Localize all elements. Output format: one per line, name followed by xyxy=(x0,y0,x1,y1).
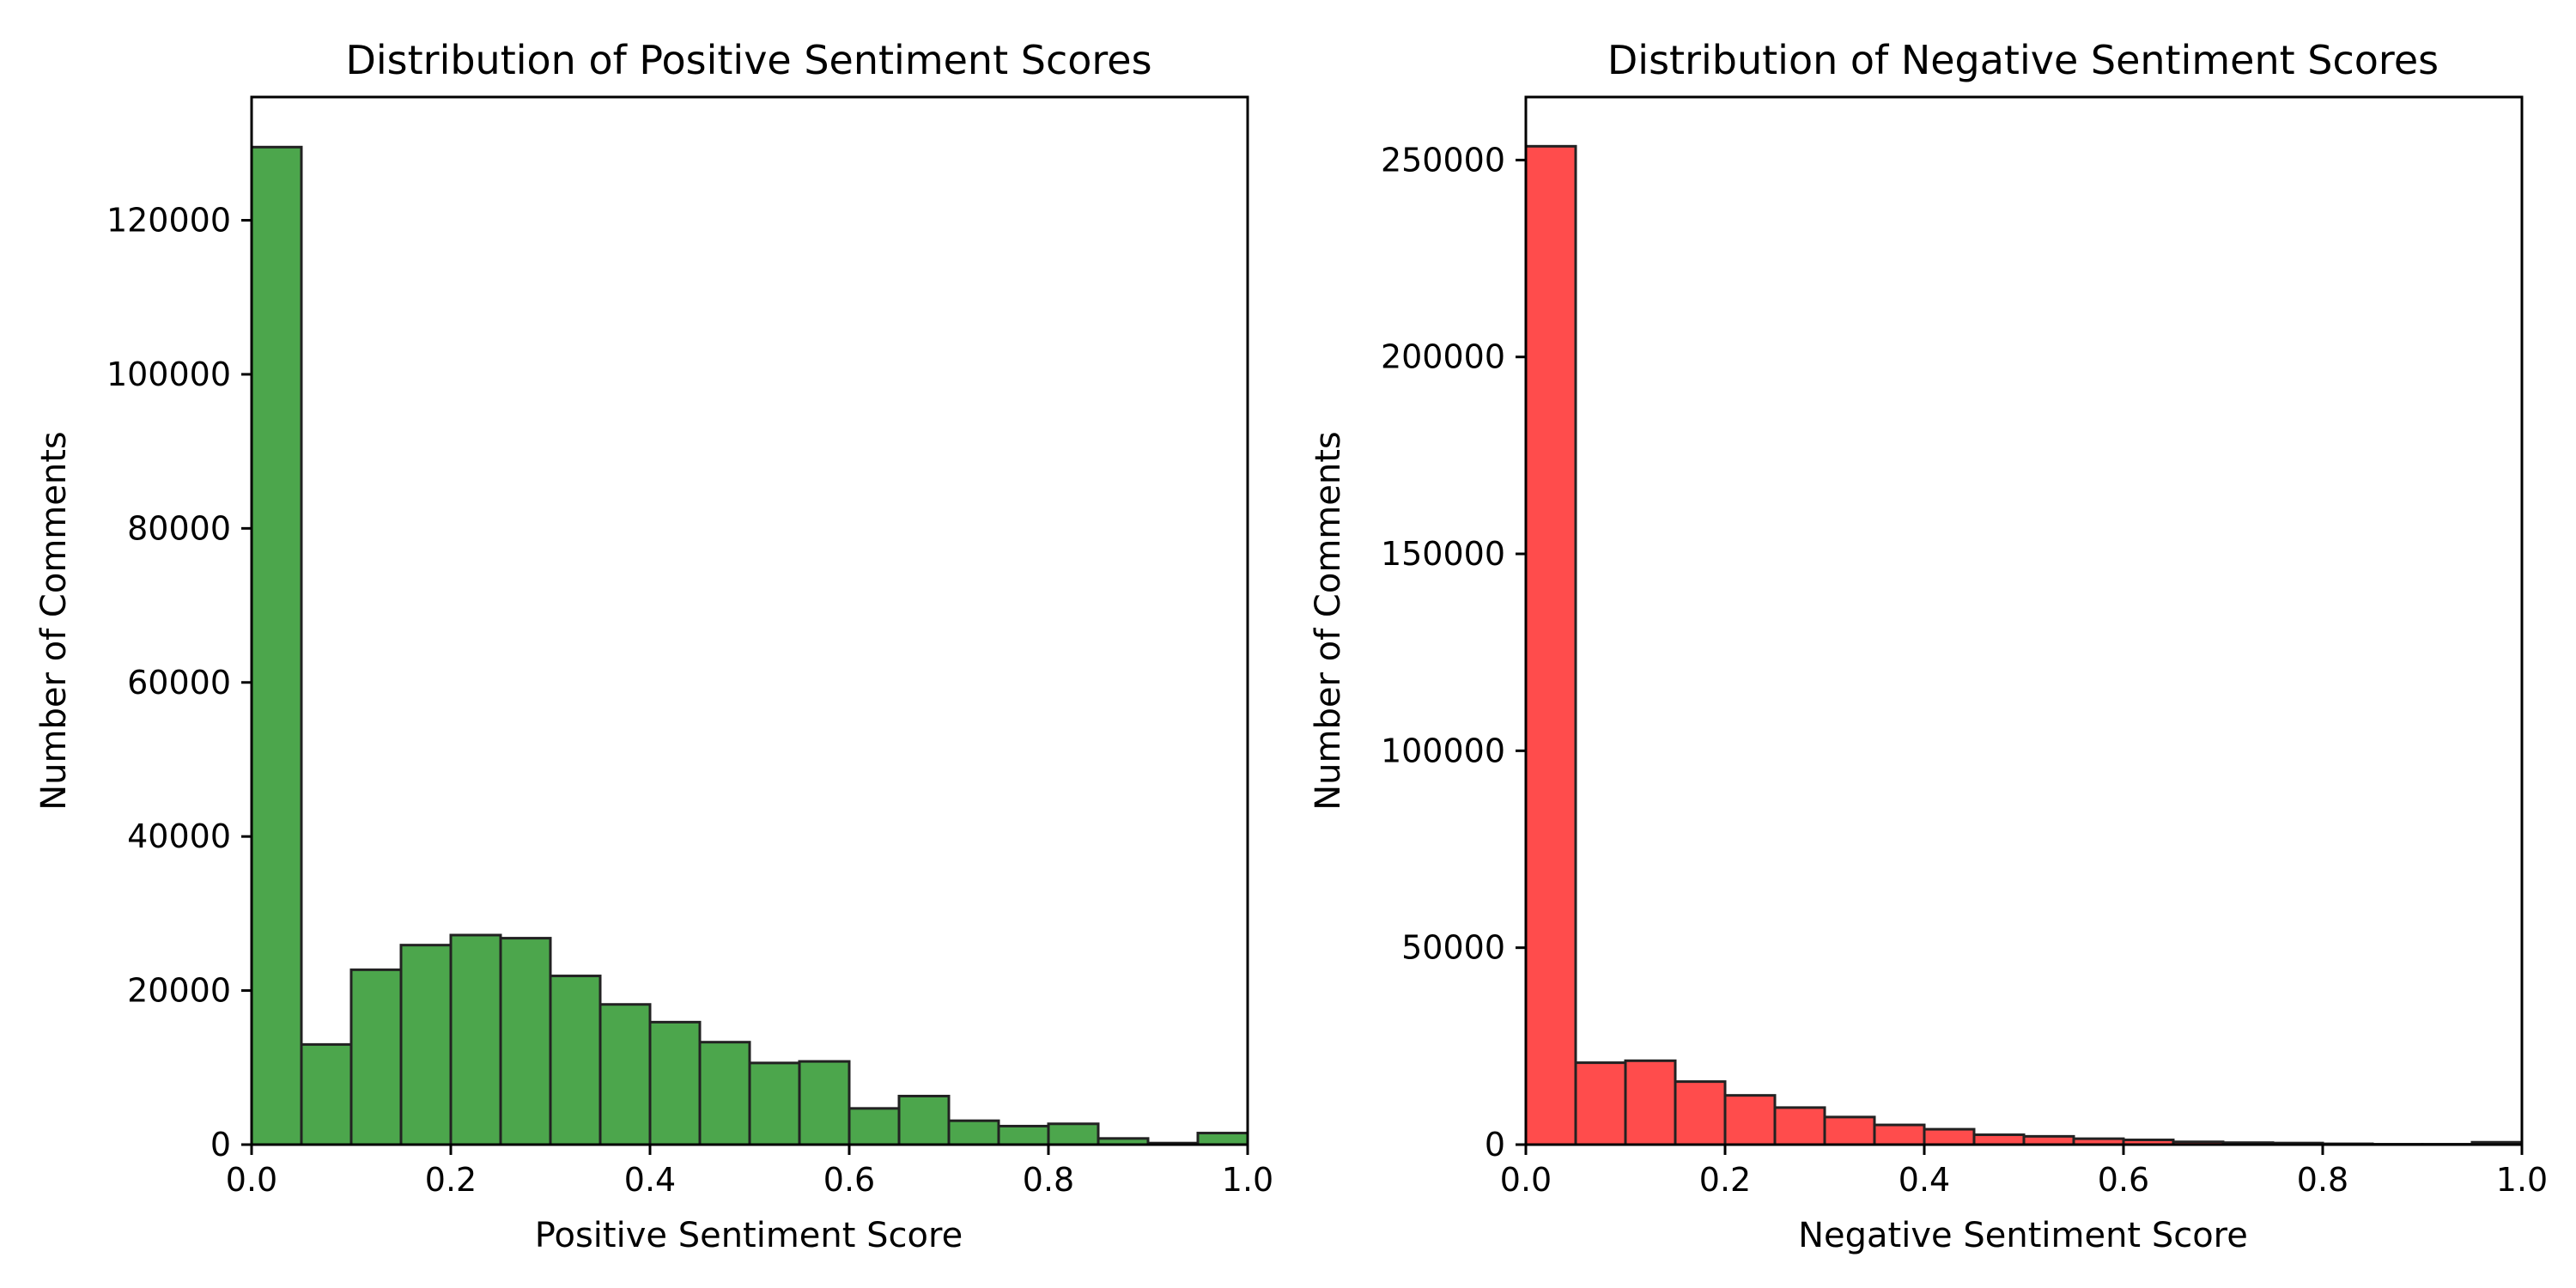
histogram-bar xyxy=(1723,1094,1777,1146)
x-tick-label: 0.6 xyxy=(2098,1161,2149,1199)
histogram-bar xyxy=(399,944,453,1146)
x-tick-label: 0.0 xyxy=(1500,1161,1552,1199)
histogram-bar xyxy=(947,1119,1000,1146)
x-tick-label: 1.0 xyxy=(2496,1161,2548,1199)
histogram-bar xyxy=(1524,144,1577,1146)
histogram-bar xyxy=(648,1020,702,1146)
x-tick-label: 0.8 xyxy=(1023,1161,1074,1199)
x-tick-label: 0.2 xyxy=(425,1161,477,1199)
x-tick-label: 0.4 xyxy=(1899,1161,1950,1199)
histogram-bar xyxy=(499,937,552,1146)
plot-frame xyxy=(1524,95,2524,1146)
histogram-bar xyxy=(1624,1059,1677,1146)
histogram-bar xyxy=(549,975,602,1146)
histogram-bar xyxy=(848,1107,901,1146)
histogram-bar xyxy=(798,1060,851,1146)
histogram-bar xyxy=(1674,1080,1727,1146)
histogram-bar xyxy=(1574,1061,1627,1146)
y-tick-label: 0 xyxy=(210,1126,231,1163)
y-tick-label: 200000 xyxy=(1381,338,1505,376)
y-tick-label: 150000 xyxy=(1381,535,1505,573)
histogram-bar xyxy=(1047,1122,1100,1146)
histogram-bar xyxy=(1923,1127,1976,1146)
y-tick-label: 40000 xyxy=(127,817,231,855)
y-axis-ticks: 0 20000 40000 60000 80000 100000 120000 xyxy=(106,202,252,1163)
x-axis-ticks: 0.0 0.2 0.4 0.6 0.8 1.0 xyxy=(1500,1145,2548,1199)
histogram-bar xyxy=(997,1124,1050,1146)
y-axis-label: Number of Comments xyxy=(34,431,74,810)
x-tick-label: 0.8 xyxy=(2297,1161,2348,1199)
histogram-bar xyxy=(449,933,502,1146)
x-tick-label: 0.2 xyxy=(1699,1161,1751,1199)
y-tick-label: 20000 xyxy=(127,972,231,1010)
chart-title: Distribution of Negative Sentiment Score… xyxy=(1607,37,2439,83)
y-tick-label: 0 xyxy=(1485,1126,1505,1163)
histogram-bar xyxy=(1773,1106,1826,1146)
x-axis-ticks: 0.0 0.2 0.4 0.6 0.8 1.0 xyxy=(226,1145,1273,1199)
histogram-bar xyxy=(349,968,403,1146)
bars xyxy=(1524,144,2524,1146)
x-axis-label: Positive Sentiment Score xyxy=(535,1216,963,1255)
y-axis-label: Number of Comments xyxy=(1309,431,1348,810)
y-tick-label: 120000 xyxy=(106,202,231,240)
bars xyxy=(250,145,1249,1146)
histogram-bar xyxy=(897,1094,951,1146)
x-axis-label: Negative Sentiment Score xyxy=(1798,1216,2248,1255)
positive-sentiment-histogram: Distribution of Positive Sentiment Score… xyxy=(34,37,1273,1255)
histogram-bar xyxy=(1873,1123,1926,1146)
y-tick-label: 80000 xyxy=(127,509,231,547)
histogram-bar xyxy=(698,1041,751,1146)
histogram-bar xyxy=(1823,1115,1876,1146)
histogram-bar xyxy=(250,145,303,1146)
x-tick-label: 0.4 xyxy=(624,1161,676,1199)
histogram-bar xyxy=(300,1042,353,1146)
y-tick-label: 50000 xyxy=(1401,929,1505,967)
x-tick-label: 0.6 xyxy=(823,1161,875,1199)
x-tick-label: 1.0 xyxy=(1222,1161,1273,1199)
histogram-bar xyxy=(598,1003,652,1146)
y-axis-ticks: 0 50000 100000 150000 200000 250000 xyxy=(1381,141,1526,1163)
histogram-bar xyxy=(1196,1132,1249,1146)
histogram-bar xyxy=(748,1061,801,1146)
y-tick-label: 100000 xyxy=(1381,732,1505,769)
negative-sentiment-histogram: Distribution of Negative Sentiment Score… xyxy=(1309,37,2548,1255)
histogram-bar xyxy=(1972,1133,2026,1146)
y-tick-label: 250000 xyxy=(1381,141,1505,179)
chart-title: Distribution of Positive Sentiment Score… xyxy=(345,37,1151,83)
y-tick-label: 60000 xyxy=(127,664,231,702)
y-tick-label: 100000 xyxy=(106,355,231,393)
x-tick-label: 0.0 xyxy=(226,1161,277,1199)
plot-frame xyxy=(250,95,1249,1146)
